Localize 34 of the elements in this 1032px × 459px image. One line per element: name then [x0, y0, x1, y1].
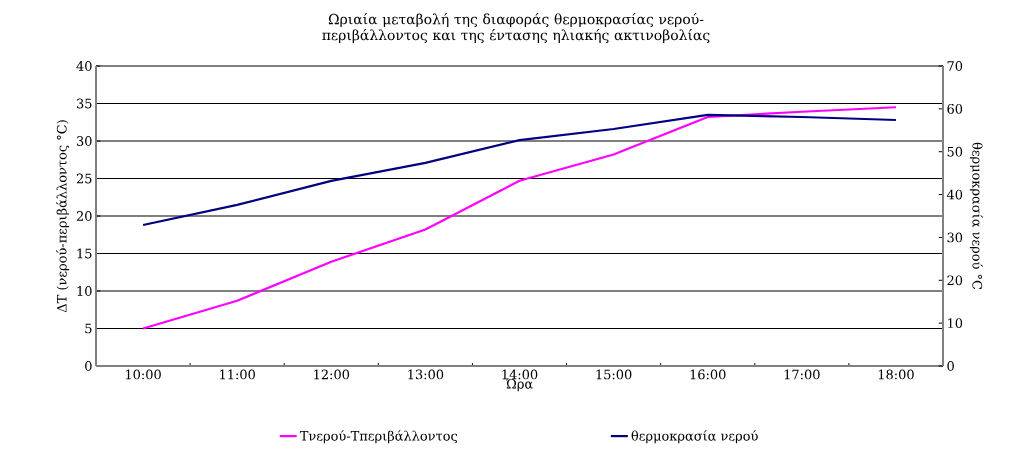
line-series — [141, 113, 898, 227]
y2-tick-label: 0 — [947, 361, 954, 371]
y-tick-label: 25 — [76, 173, 92, 184]
chart-title: Ωριαία μεταβολή της διαφοράς θερμοκρασίας νερού-περιβάλλοντος και της έντασης ηλιακής ακτινοβολίας — [322, 12, 710, 43]
y-tick-label: 30 — [76, 136, 92, 146]
x-tick-label: 15:00 — [596, 369, 632, 380]
x-tick-label: 11:00 — [220, 369, 255, 380]
y2-tick-label: 20 — [947, 275, 963, 286]
y2-tick-label: 50 — [947, 146, 963, 157]
y2-axis-title: θερμοκρασία νερού °C — [969, 142, 983, 290]
y-tick-label: 40 — [76, 61, 92, 71]
y2-tick-label: 10 — [948, 318, 963, 329]
x-axis-title: Ώρα — [505, 378, 533, 392]
y2-tick-label: 30 — [947, 232, 963, 243]
y2-tick-label: 60 — [947, 103, 963, 114]
y-tick-label: 15 — [77, 248, 92, 259]
y2-tick-label: 40 — [946, 189, 963, 200]
x-tick-label: 12:00 — [314, 369, 350, 380]
y-tick-label: 10 — [77, 286, 92, 296]
y-tick-label: 0 — [85, 361, 92, 371]
x-tick-label: 18:00 — [878, 369, 914, 380]
x-tick-label: 16:00 — [690, 369, 726, 380]
x-tick-label: 10:00 — [125, 369, 161, 380]
y-tick-label: 35 — [76, 98, 92, 109]
legend-label: Τνερού-Τπεριβάλλοντος — [299, 430, 458, 444]
line-series — [141, 106, 898, 330]
y-tick-label: 5 — [85, 323, 92, 334]
y-tick-label: 20 — [76, 211, 92, 221]
x-tick-label: 13:00 — [408, 369, 444, 380]
y-axis-title: ΔΤ (νερού-περιβάλλοντος °C) — [56, 120, 70, 313]
y2-tick-label: 70 — [947, 61, 963, 71]
x-tick-label: 14:00 — [502, 369, 538, 380]
x-tick-label: 17:00 — [784, 369, 820, 380]
legend-label: θερμοκρασία νερού — [631, 430, 758, 444]
